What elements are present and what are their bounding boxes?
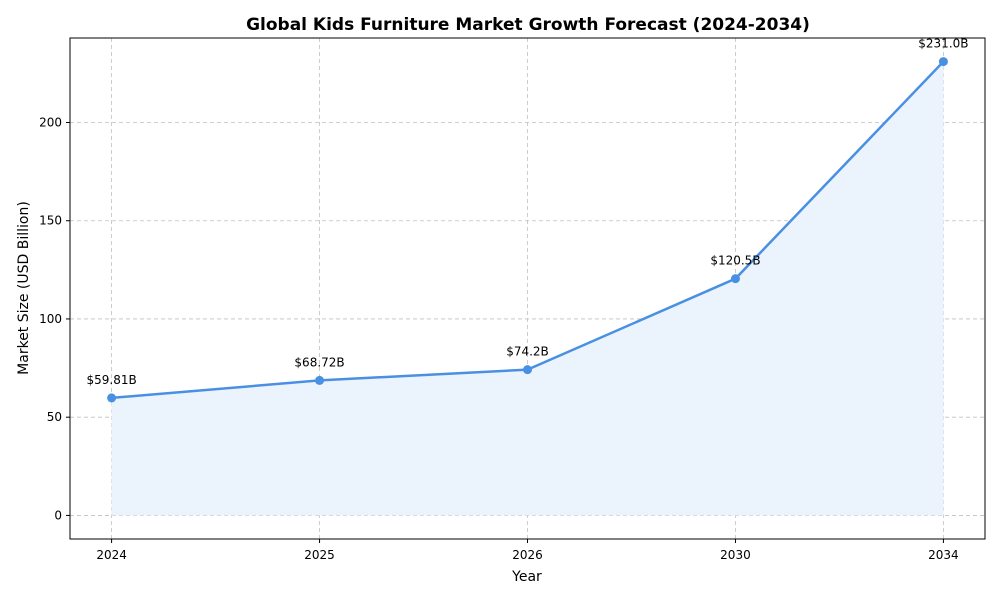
data-label: $59.81B (86, 373, 136, 387)
x-axis-ticks: 2024 2025 2026 2030 2034 (96, 539, 959, 562)
y-tick-label: 0 (54, 508, 62, 522)
x-tick-label: 2025 (304, 548, 335, 562)
data-label: $68.72B (294, 355, 344, 369)
x-tick-label: 2034 (928, 548, 959, 562)
data-points (107, 57, 948, 403)
y-axis-label: Market Size (USD Billion) (16, 201, 32, 375)
y-tick-label: 150 (39, 214, 62, 228)
x-tick-label: 2024 (96, 548, 127, 562)
data-label: $74.2B (506, 345, 549, 359)
data-point (107, 393, 117, 403)
data-label: $120.5B (710, 254, 760, 268)
data-label: $231.0B (918, 37, 968, 51)
y-tick-label: 50 (47, 410, 62, 424)
data-point (730, 274, 740, 284)
x-tick-label: 2026 (512, 548, 543, 562)
data-labels: $59.81B $68.72B $74.2B $120.5B $231.0B (86, 37, 968, 387)
y-axis-ticks: 0 50 100 150 200 (39, 115, 70, 522)
y-tick-label: 100 (39, 312, 62, 326)
data-point (938, 57, 948, 67)
x-tick-label: 2030 (720, 548, 751, 562)
data-point (315, 375, 325, 385)
chart-title: Global Kids Furniture Market Growth Fore… (246, 15, 810, 35)
y-tick-label: 200 (39, 115, 62, 129)
area-fill (111, 61, 944, 516)
data-point (523, 365, 532, 375)
x-axis-label: Year (511, 569, 542, 585)
